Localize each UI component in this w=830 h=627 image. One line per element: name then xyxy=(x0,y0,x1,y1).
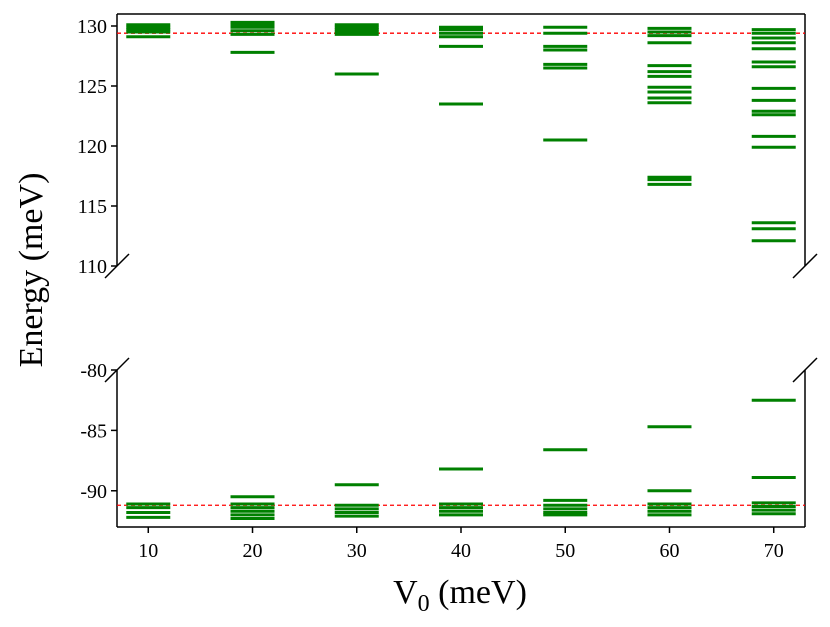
lower-right-break-mark xyxy=(792,357,818,383)
upper-y-tick-label: 120 xyxy=(77,136,107,158)
lower-panel: -80 -85 -90 xyxy=(80,357,818,528)
upper-y-tick-label: 115 xyxy=(78,196,107,218)
upper-y-tick-label: 130 xyxy=(77,16,107,38)
x-axis-label: V0 (meV) xyxy=(393,574,527,617)
lower-y-tick-label: -85 xyxy=(80,420,107,442)
upper-y-tick-label: 110 xyxy=(78,256,107,278)
x-axis-label-unit: (meV) xyxy=(430,574,527,611)
upper-panel: 110 115 120 125 130 xyxy=(77,13,818,279)
x-axis-label-subscript: 0 xyxy=(418,591,430,617)
lower-y-tick-label: -80 xyxy=(80,360,107,382)
upper-y-tick-label: 125 xyxy=(77,76,107,98)
x-tick-label: 50 xyxy=(555,540,575,562)
x-tick-label: 40 xyxy=(451,540,471,562)
x-tick-label: 10 xyxy=(138,540,158,562)
x-tick-label: 20 xyxy=(243,540,263,562)
upper-right-break-mark xyxy=(792,253,818,279)
x-axis: 10 20 30 40 50 60 70 xyxy=(138,527,784,562)
x-axis-label-main: V xyxy=(393,574,418,611)
lower-y-tick-label: -90 xyxy=(80,481,107,503)
y-axis-label: Energy (meV) xyxy=(13,173,50,368)
x-tick-label: 60 xyxy=(659,540,679,562)
x-tick-label: 70 xyxy=(764,540,784,562)
x-tick-label: 30 xyxy=(347,540,367,562)
